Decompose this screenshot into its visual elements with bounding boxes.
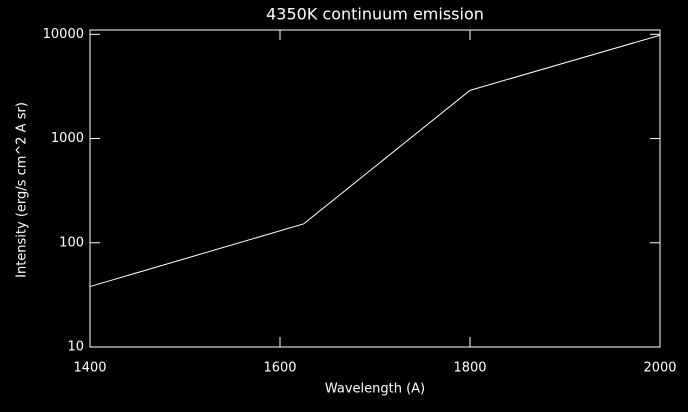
- y-axis-label: Intensity (erg/s cm^2 A sr): [15, 102, 30, 278]
- y-tick-label: 10000: [43, 27, 84, 42]
- x-tick-label: 1600: [263, 361, 296, 376]
- x-tick-label: 1400: [73, 361, 106, 376]
- chart-title: 4350K continuum emission: [266, 5, 484, 24]
- y-tick-label: 100: [59, 235, 84, 250]
- data-line: [89, 34, 661, 288]
- y-tick-label: 10: [67, 340, 84, 355]
- y-tick-label: 1000: [51, 131, 84, 146]
- plot-frame: [89, 29, 661, 348]
- x-tick-label: 2000: [643, 361, 676, 376]
- x-axis-label: Wavelength (A): [325, 382, 425, 397]
- x-tick-label: 1800: [453, 361, 486, 376]
